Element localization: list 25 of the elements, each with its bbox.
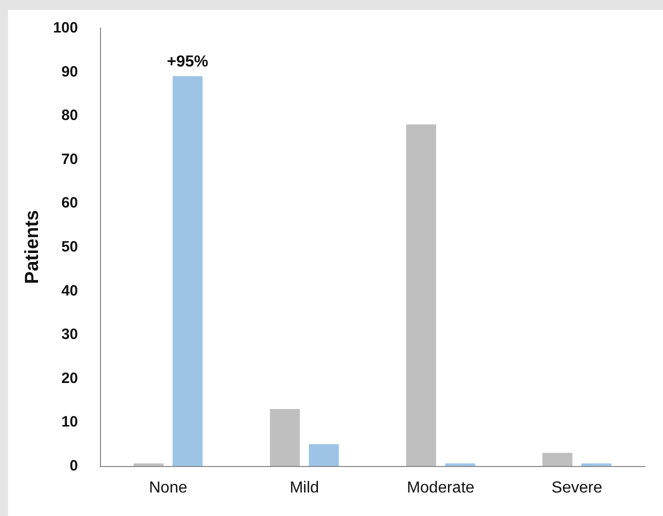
bar	[308, 444, 339, 466]
bar	[270, 409, 300, 466]
bar	[134, 463, 164, 466]
y-tick-label: 0	[70, 458, 78, 474]
y-tick-label: 60	[61, 194, 78, 212]
y-tick-label: 20	[61, 370, 78, 387]
y-tick-label: 70	[61, 150, 78, 168]
bar	[406, 124, 436, 466]
bar	[172, 76, 203, 466]
x-tick-label: Severe	[552, 480, 602, 496]
bar	[581, 463, 612, 466]
y-tick-label: 30	[61, 326, 78, 344]
y-tick-label: 80	[61, 107, 78, 124]
x-tick-label: Mild	[290, 480, 320, 496]
x-tick-label: Moderate	[406, 480, 475, 496]
annotation: +95%	[166, 54, 208, 71]
y-tick-label: 40	[61, 282, 78, 300]
y-tick-label: 10	[61, 414, 78, 431]
y-tick-label: 50	[61, 238, 78, 256]
y-axis-title: Patients	[22, 210, 43, 284]
y-tick-label: 90	[61, 63, 78, 80]
bar	[445, 463, 476, 466]
y-tick-label: 100	[52, 20, 78, 36]
x-tick-label: None	[149, 480, 188, 496]
bar	[542, 452, 572, 466]
